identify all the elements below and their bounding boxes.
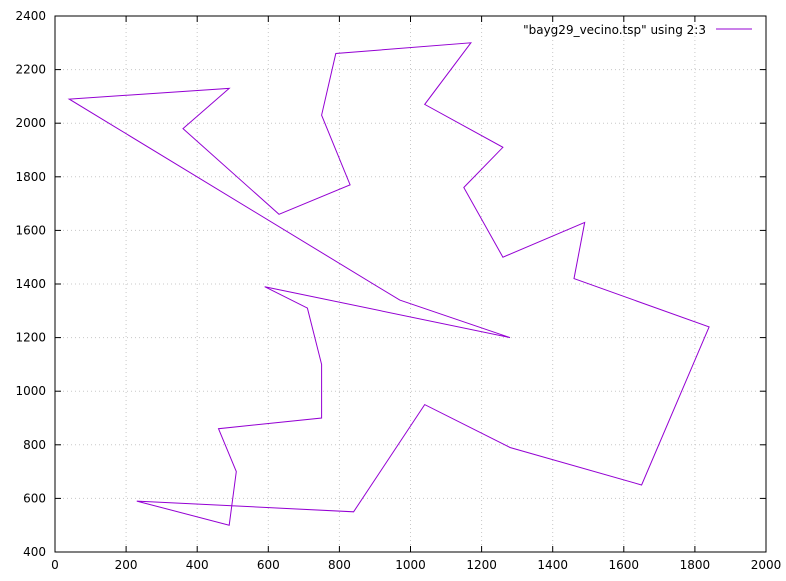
legend-label: "bayg29_vecino.tsp" using 2:3: [523, 23, 706, 37]
x-tick-label: 400: [186, 558, 209, 572]
series-layer: [67, 42, 710, 526]
y-tick-label: 2400: [15, 9, 46, 23]
series-line: [67, 42, 710, 526]
x-tick-label: 1200: [466, 558, 497, 572]
x-tick-label: 600: [257, 558, 280, 572]
tick-marks: [54, 15, 767, 553]
x-tick-labels: 0 200 400 600 800 1000 1200 1400 1600 1800 2000: [51, 558, 781, 572]
y-tick-label: 1000: [15, 384, 46, 398]
x-tick-label: 1400: [537, 558, 568, 572]
y-tick-label: 1200: [15, 331, 46, 345]
x-tick-label: 800: [328, 558, 351, 572]
y-tick-label: 1400: [15, 277, 46, 291]
legend: "bayg29_vecino.tsp" using 2:3: [523, 23, 752, 37]
y-tick-label: 2000: [15, 116, 46, 130]
y-tick-label: 2200: [15, 63, 46, 77]
x-tick-label: 2000: [751, 558, 782, 572]
x-tick-label: 200: [115, 558, 138, 572]
x-tick-label: 1800: [680, 558, 711, 572]
y-tick-label: 600: [23, 491, 46, 505]
y-tick-label: 800: [23, 438, 46, 452]
x-tick-label: 0: [51, 558, 59, 572]
grid: [55, 16, 766, 552]
y-tick-labels: 400 600 800 1000 1200 1400 1600 1800 2000 2200 240…: [15, 9, 46, 559]
y-tick-label: 1600: [15, 223, 46, 237]
y-tick-label: 400: [23, 545, 46, 559]
x-tick-label: 1000: [395, 558, 426, 572]
y-tick-label: 1800: [15, 170, 46, 184]
x-tick-label: 1600: [609, 558, 640, 572]
